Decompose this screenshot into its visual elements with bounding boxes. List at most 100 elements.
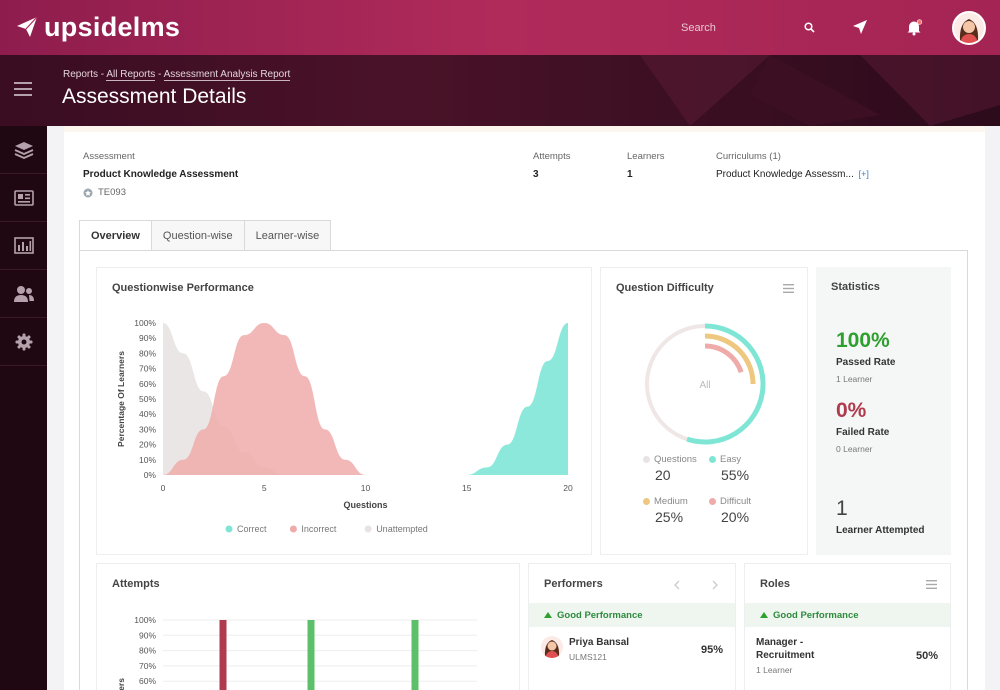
legend-label: Questions bbox=[654, 454, 697, 465]
code-icon bbox=[83, 188, 93, 197]
performers-card-title: Performers bbox=[544, 578, 603, 590]
user-avatar[interactable] bbox=[952, 11, 986, 45]
y-tick-label: 20% bbox=[139, 440, 156, 450]
y-tick-label: 60% bbox=[139, 676, 156, 686]
tab-learner-wise[interactable]: Learner-wise bbox=[244, 220, 332, 251]
performers-prev-icon[interactable] bbox=[673, 580, 681, 590]
header-pattern bbox=[640, 55, 1000, 126]
y-tick-label: 70% bbox=[139, 364, 156, 374]
roles-card: Roles Good Performance Manager - Recruit… bbox=[744, 563, 951, 690]
legend-marker bbox=[709, 498, 716, 505]
send-icon[interactable] bbox=[850, 17, 870, 37]
menu-toggle-icon[interactable] bbox=[14, 82, 34, 98]
failed-rate-value: 0% bbox=[836, 399, 867, 422]
donut-slice-easy[interactable] bbox=[686, 323, 766, 445]
curriculum-name[interactable]: Product Knowledge Assessm... bbox=[716, 169, 854, 180]
learners-attempted-label: Learner Attempted bbox=[836, 525, 925, 536]
donut-slice-difficult[interactable] bbox=[704, 343, 744, 374]
tab-question-wise[interactable]: Question-wise bbox=[151, 220, 245, 251]
main-content: Assessment Product Knowledge Assessment … bbox=[64, 126, 985, 690]
y-tick-label: 40% bbox=[139, 409, 156, 419]
legend-value: 55% bbox=[721, 467, 750, 483]
performers-section-label: Good Performance bbox=[557, 609, 643, 621]
attempts-bar[interactable] bbox=[219, 620, 227, 690]
app-logo[interactable]: upsidelms bbox=[16, 12, 180, 42]
tab-bar: Overview Question-wise Learner-wise bbox=[79, 220, 332, 251]
sidebar-item-settings[interactable] bbox=[0, 318, 47, 366]
search-box[interactable] bbox=[672, 14, 822, 42]
notification-bell-icon[interactable] bbox=[904, 17, 924, 37]
difficulty-menu-icon[interactable] bbox=[783, 284, 794, 293]
difficulty-legend-item[interactable]: Questions 20 bbox=[643, 454, 697, 483]
difficulty-card-title: Question Difficulty bbox=[616, 282, 714, 294]
failed-rate-label: Failed Rate bbox=[836, 427, 890, 438]
legend-marker bbox=[643, 456, 650, 463]
donut-slice-medium[interactable] bbox=[704, 333, 756, 385]
attempts-bar[interactable] bbox=[307, 620, 315, 690]
y-tick-label: 10% bbox=[139, 455, 156, 465]
x-tick-label: 15 bbox=[462, 483, 472, 493]
y-axis-label: Percentage Of Learners bbox=[116, 351, 126, 447]
x-axis-label: Questions bbox=[343, 500, 387, 510]
legend-item-correct[interactable]: Correct bbox=[225, 524, 268, 534]
sidebar-item-reports[interactable] bbox=[0, 222, 47, 270]
legend-label: Easy bbox=[720, 454, 742, 465]
breadcrumb-assessment-analysis[interactable]: Assessment Analysis Report bbox=[163, 69, 291, 81]
performer-score: 95% bbox=[701, 644, 724, 656]
y-tick-label: 90% bbox=[139, 630, 156, 640]
area-series-unattempted[interactable] bbox=[163, 323, 285, 475]
learners-value: 1 bbox=[627, 169, 633, 180]
performer-name[interactable]: Priya Bansal bbox=[569, 637, 630, 648]
search-input[interactable] bbox=[672, 22, 792, 34]
breadcrumb-reports[interactable]: Reports bbox=[63, 69, 99, 80]
difficulty-donut-chart: All bbox=[645, 323, 766, 445]
sidebar-item-learning[interactable] bbox=[0, 126, 47, 174]
x-tick-label: 20 bbox=[563, 483, 573, 493]
legend-marker bbox=[289, 525, 297, 533]
curriculums-more-link[interactable]: [+] bbox=[858, 169, 869, 179]
search-icon[interactable] bbox=[804, 22, 815, 33]
page-header: Reports - All Reports - Assessment Analy… bbox=[0, 55, 1000, 126]
questionwise-card-title: Questionwise Performance bbox=[112, 282, 254, 294]
breadcrumb-all-reports[interactable]: All Reports bbox=[106, 69, 156, 81]
curriculums-label: Curriculums (1) bbox=[716, 151, 781, 162]
role-score: 50% bbox=[916, 650, 939, 662]
performers-next-icon[interactable] bbox=[711, 580, 719, 590]
main-top-strip bbox=[64, 126, 985, 132]
area-series-incorrect[interactable] bbox=[163, 323, 366, 475]
question-difficulty-card: Question Difficulty All Questions 20 Easy 5… bbox=[600, 267, 808, 555]
y-tick-label: 100% bbox=[134, 318, 156, 328]
performer-avatar bbox=[541, 636, 563, 658]
sidebar bbox=[0, 126, 47, 690]
tab-overview[interactable]: Overview bbox=[79, 220, 152, 251]
legend-marker bbox=[643, 498, 650, 505]
learners-attempted-value: 1 bbox=[836, 497, 848, 520]
legend-value: 20% bbox=[721, 509, 750, 525]
legend-value: 20 bbox=[655, 467, 671, 483]
y-tick-label: 50% bbox=[139, 394, 156, 404]
legend-marker bbox=[364, 525, 372, 533]
assessment-label: Assessment bbox=[83, 151, 135, 162]
breadcrumb-separator: - bbox=[98, 69, 107, 80]
legend-label: Medium bbox=[654, 496, 688, 507]
users-icon bbox=[13, 285, 34, 302]
y-axis-label: of Learners bbox=[116, 678, 126, 690]
roles-menu-icon[interactable] bbox=[926, 580, 937, 589]
settings-icon bbox=[15, 333, 32, 350]
sidebar-item-catalog[interactable] bbox=[0, 174, 47, 222]
legend-label: Correct bbox=[237, 524, 267, 534]
logo-icon bbox=[17, 16, 38, 37]
area-series-correct[interactable] bbox=[466, 323, 568, 475]
roles-good-performance-header: Good Performance bbox=[745, 603, 950, 627]
learners-label: Learners bbox=[627, 151, 665, 162]
sidebar-item-users[interactable] bbox=[0, 270, 47, 318]
difficulty-legend-item[interactable]: Medium 25% bbox=[643, 496, 688, 525]
x-tick-label: 5 bbox=[262, 483, 267, 493]
attempts-bar[interactable] bbox=[411, 620, 419, 690]
legend-item-unattempted[interactable]: Unattempted bbox=[364, 524, 428, 534]
difficulty-legend-item[interactable]: Easy 55% bbox=[709, 454, 749, 483]
legend-item-incorrect[interactable]: Incorrect bbox=[289, 524, 337, 534]
y-tick-label: 80% bbox=[139, 348, 156, 358]
difficulty-legend-item[interactable]: Difficult 20% bbox=[709, 496, 751, 525]
y-tick-label: 80% bbox=[139, 646, 156, 656]
